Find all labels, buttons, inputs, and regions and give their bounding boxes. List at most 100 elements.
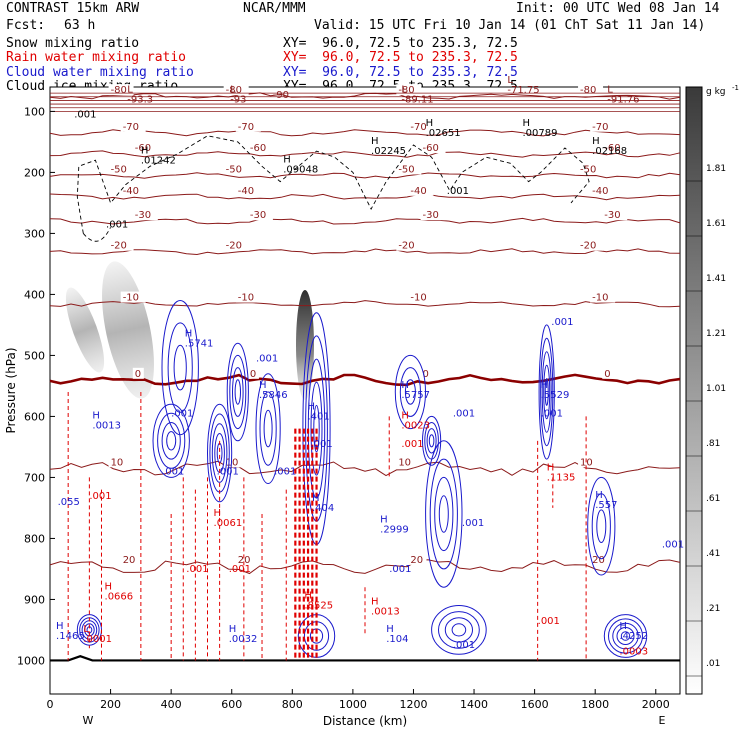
cloud-water-contour [161, 422, 181, 460]
extremum-marker: H [401, 380, 409, 391]
isotherm-label-bg [132, 142, 158, 154]
isotherm-label-bg [108, 456, 127, 468]
isotherm-line [49, 559, 681, 575]
cloud-water-contour [438, 611, 480, 649]
extremum-value: -89.11 [401, 94, 433, 105]
extremum-marker: H [595, 490, 603, 501]
y-tick-label: 900 [24, 593, 45, 606]
isotherm-label-bg [120, 291, 146, 303]
extremum-value: .0013 [92, 421, 121, 432]
isotherm-label-bg [396, 163, 422, 175]
isotherm-label: -40 [123, 186, 139, 197]
cloud-water-contour [426, 428, 437, 454]
isotherm-label: -20 [111, 241, 127, 252]
extremum-marker: H [105, 581, 113, 592]
isotherm-label: -30 [250, 210, 266, 221]
extremum-value: .5529 [541, 390, 570, 401]
isotherm-label-bg [132, 209, 158, 221]
extremum-value: .001 [310, 439, 332, 450]
extremum-value: .001 [274, 466, 296, 477]
x-tick-label: 400 [161, 698, 182, 711]
isotherm-label: 10 [398, 457, 411, 468]
cloud-ice-contour [82, 227, 111, 242]
isotherm-label: 0 [604, 369, 610, 380]
cloud-water-contour [591, 493, 611, 560]
isotherm-label-bg [108, 84, 134, 96]
extremum-value: .0061 [214, 518, 243, 529]
colorbar-label: 1.41 [706, 274, 726, 284]
colorbar-unit-exponent: -1 [732, 84, 739, 92]
cloud-water-contour [541, 351, 552, 433]
cloud-water-contour [157, 412, 186, 469]
extremum-value: -93 [230, 94, 246, 105]
extremum-value: .0003 [619, 646, 648, 657]
isotherm-label-bg [408, 120, 434, 132]
colorbar-label: .81 [706, 439, 720, 449]
colorbar-label: 1.21 [706, 329, 726, 339]
extremum-value: .1135 [547, 472, 576, 483]
cloud-water-contour [310, 381, 323, 476]
isotherm-label-bg [247, 142, 273, 154]
isotherm-line [49, 193, 681, 201]
extremum-marker: L [607, 84, 613, 95]
isotherm-label: -70 [592, 122, 608, 133]
isotherm-label-bg [578, 239, 604, 251]
isotherm-label: 20 [410, 555, 423, 566]
isotherm-label: -50 [398, 164, 414, 175]
isotherm-label-bg [120, 184, 146, 196]
y-tick-label: 200 [24, 166, 45, 179]
cloud-water-contour [425, 440, 463, 588]
isotherm-label: -60 [250, 143, 266, 154]
isotherm-line [49, 300, 681, 308]
cloud-water-contour [428, 434, 435, 448]
x-tick-label: 800 [282, 698, 303, 711]
isotherm-label-bg [602, 209, 628, 221]
isotherm-label-bg [408, 184, 434, 196]
extremum-marker: H [426, 118, 434, 129]
isotherm-label: 0 [250, 369, 256, 380]
extremum-value: .001 [662, 540, 684, 551]
isotherm-label: -20 [398, 241, 414, 252]
extremum-value: -91.76 [607, 94, 639, 105]
cloud-water-contour [587, 476, 616, 576]
isotherm-line [49, 460, 681, 477]
isotherm-label: -40 [238, 186, 254, 197]
extremum-marker: H [229, 624, 237, 635]
west-label: W [83, 714, 94, 727]
x-tick-label: 1800 [581, 698, 609, 711]
isotherm-label-bg [132, 367, 144, 379]
isotherm-label-bg [396, 239, 422, 251]
extremum-value: .001 [389, 564, 411, 575]
extremum-value: .001 [401, 439, 423, 450]
colorbar-label: .61 [706, 494, 720, 504]
cloud-water-contour [404, 379, 416, 405]
extremum-value: .0001 [83, 634, 112, 645]
x-tick-label: 600 [221, 698, 242, 711]
extremum-marker: H [592, 136, 600, 147]
cloud-water-contour [152, 403, 190, 478]
isotherm-label: -70 [238, 122, 254, 133]
cloud-water-contour [234, 379, 242, 405]
extremum-value: .001 [541, 408, 563, 419]
cloud-water-contour [173, 344, 187, 391]
x-axis-label: Distance (km) [323, 714, 407, 728]
extremum-value: .09048 [283, 164, 318, 175]
isotherm-label-bg [590, 120, 616, 132]
isotherm-label-bg [602, 367, 614, 379]
extremum-value: .401 [307, 411, 329, 422]
cloud-water-contour [226, 342, 249, 442]
isotherm-label: 0 [423, 369, 429, 380]
extremum-marker: H [56, 621, 64, 632]
y-tick-label: 800 [24, 532, 45, 545]
snow-plume-west [102, 261, 154, 399]
extremum-value: .055 [58, 497, 80, 508]
extremum-value: .4252 [619, 631, 648, 642]
extremum-marker: L [127, 84, 133, 95]
cloud-water-contour [431, 605, 487, 655]
isotherm-label: -70 [123, 122, 139, 133]
isotherm-label-bg [108, 163, 134, 175]
isotherm-label-bg [223, 84, 249, 96]
isotherm-label-bg [590, 553, 609, 565]
isotherm-label-bg [408, 291, 434, 303]
